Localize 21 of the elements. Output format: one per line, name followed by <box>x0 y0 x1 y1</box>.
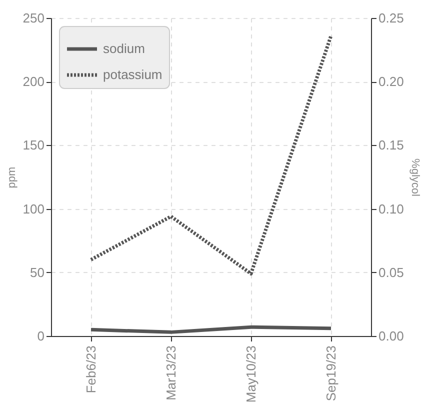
y2-tick-label: 0.20 <box>378 74 404 90</box>
x-tick-label: May10/23 <box>244 346 258 403</box>
y2-tick-label: 0.10 <box>378 201 404 216</box>
y-tick-label: 150 <box>22 138 44 153</box>
legend-label: potassium <box>103 67 162 82</box>
y2-axis-title: %glycol <box>408 158 421 196</box>
y-tick-label: 50 <box>30 264 44 280</box>
y2-tick-label: 0.15 <box>378 138 404 153</box>
x-tick-label: Feb6/23 <box>84 346 98 394</box>
y-tick-label: 250 <box>22 10 44 26</box>
y2-tick-label: 0.25 <box>378 10 404 26</box>
y-tick-label: 200 <box>22 74 44 90</box>
y2-tick-label: 0.05 <box>378 264 404 280</box>
x-tick-label: Mar13/23 <box>164 346 178 400</box>
y-tick-label: 0 <box>37 328 44 344</box>
line-series <box>89 34 333 276</box>
legend-label: sodium <box>103 41 145 56</box>
y2-tick-label: 0.00 <box>378 328 404 344</box>
y-axis-title: ppm <box>6 166 18 188</box>
y-tick-label: 100 <box>22 201 44 216</box>
x-tick-label: Sep19/23 <box>324 346 338 402</box>
